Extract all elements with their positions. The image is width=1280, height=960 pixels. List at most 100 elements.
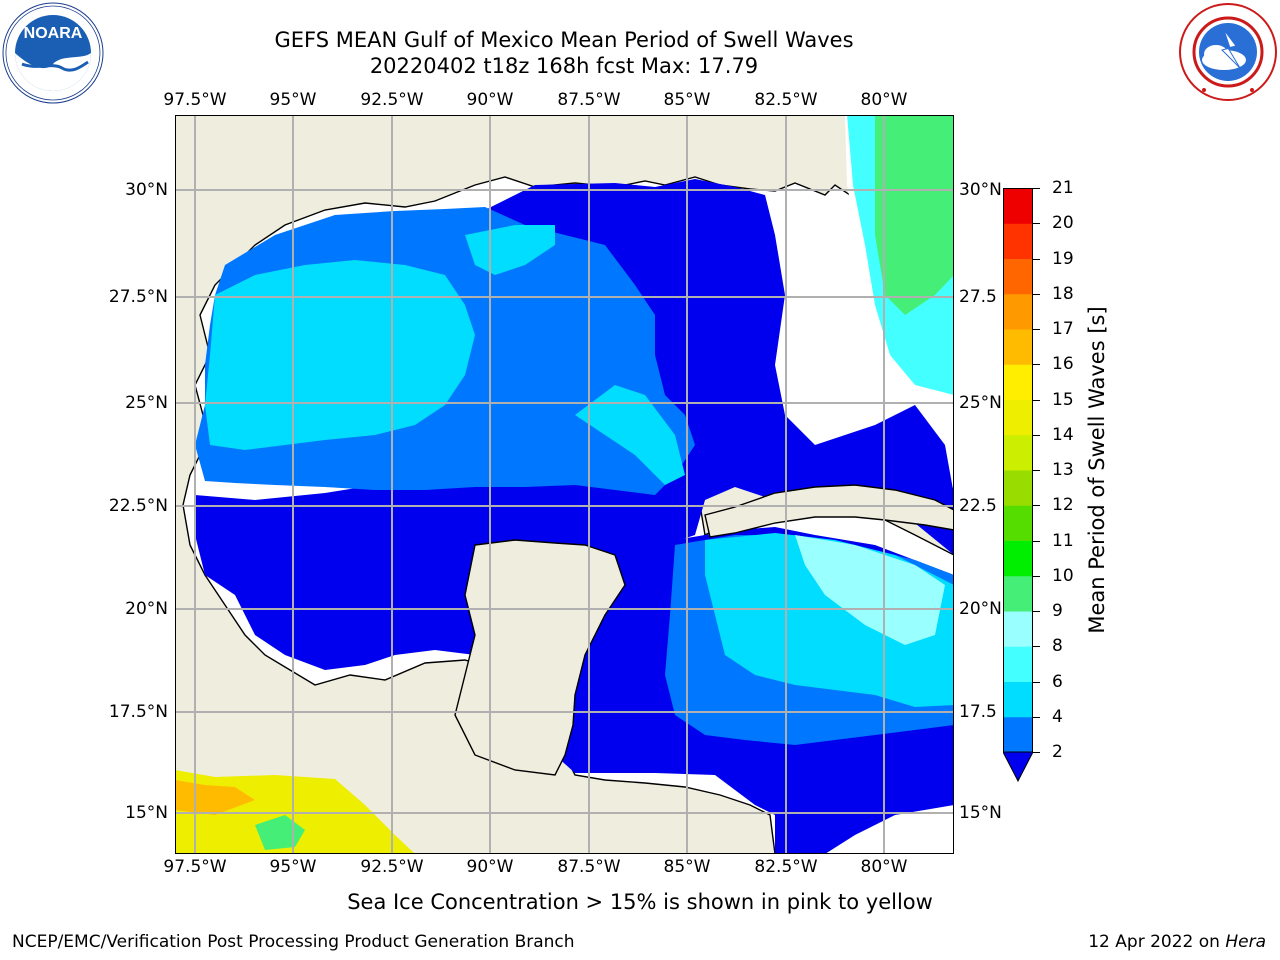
footer-host: Hera: [1225, 932, 1266, 952]
colorbar-tick-mark: [1033, 258, 1040, 260]
chart-subtitle: 20220402 t18z 168h fcst Max: 17.79: [369, 54, 759, 78]
lon-label: 87.5°W: [557, 90, 621, 110]
lon-label: 97.5°W: [163, 90, 227, 110]
colorbar-segment: [1003, 575, 1033, 612]
colorbar-tick-mark: [1033, 293, 1040, 295]
footer-date: 12 Apr 2022 on Hera: [1088, 932, 1266, 952]
lon-label: 82.5°W: [754, 857, 818, 877]
colorbar-segment: [1003, 258, 1033, 295]
lat-label: 17.5°N: [108, 702, 168, 722]
colorbar-tick-label: 6: [1052, 671, 1063, 692]
lon-label: 97.5°W: [163, 857, 227, 877]
colorbar-label: Mean Period of Swell Waves [s]: [1085, 306, 1109, 634]
swell-field-9-10: [875, 115, 954, 315]
colorbar-tick-label: 16: [1052, 354, 1074, 375]
colorbar-tick-mark: [1033, 646, 1040, 648]
colorbar-tick-mark: [1033, 716, 1040, 718]
nws-logo: [1178, 2, 1278, 102]
colorbar-tick-label: 15: [1052, 389, 1074, 410]
colorbar-segment: [1003, 646, 1033, 682]
colorbar-tick-mark: [1033, 540, 1040, 542]
colorbar-segment: [1003, 434, 1033, 471]
colorbar-tick-label: 10: [1052, 565, 1074, 586]
colorbar-segment: [1003, 223, 1033, 259]
lat-label: 17.5: [959, 702, 997, 722]
colorbar-ticks: 2 4 6 8 9 10 11 12 13 14 15 16 17 18 19 20 21: [1033, 178, 1100, 770]
colorbar-frame: [1003, 188, 1033, 753]
lat-label: 22.5: [959, 496, 997, 516]
colorbar-tick-label: 2: [1052, 742, 1063, 762]
swell-field-6-8: [575, 385, 685, 485]
lat-label: 20°N: [959, 599, 1002, 619]
noaa-logo-text: NOARA: [24, 25, 83, 42]
swell-field-8-9: [795, 535, 945, 645]
lon-label: 82.5°W: [754, 90, 818, 110]
lon-label: 80°W: [860, 857, 908, 877]
colorbar-svg: [1002, 188, 1034, 783]
lon-label: 87.5°W: [557, 857, 621, 877]
lon-label: 95°W: [269, 857, 317, 877]
lon-label: 80°W: [860, 90, 908, 110]
colorbar-segment: [1003, 505, 1033, 541]
colorbar-segment: [1003, 716, 1033, 753]
colorbar-segment: [1003, 540, 1033, 577]
lat-label: 27.5: [959, 287, 997, 307]
sea-ice-caption: Sea Ice Concentration > 15% is shown in …: [347, 890, 933, 914]
colorbar-segment: [1003, 399, 1033, 436]
colorbar-tick-label: 21: [1052, 178, 1074, 198]
colorbar-tick-label: 13: [1052, 460, 1074, 480]
yucatan-peninsula: [454, 539, 626, 776]
colorbar-tick-mark: [1033, 470, 1040, 471]
colorbar-tick-mark: [1033, 364, 1040, 366]
colorbar-segment: [1003, 364, 1033, 400]
colorbar-tick-mark: [1033, 575, 1040, 577]
colorbar-segment: [1003, 293, 1033, 330]
colorbar-tick-label: 8: [1052, 636, 1063, 657]
lon-label: 92.5°W: [360, 90, 424, 110]
colorbar-under-triangle: [1002, 751, 1034, 783]
colorbar-tick-mark: [1033, 505, 1040, 507]
lon-label: 92.5°W: [360, 857, 424, 877]
colorbar-tick-label: 4: [1052, 706, 1063, 727]
colorbar-tick-mark: [1033, 752, 1040, 753]
lon-label: 95°W: [269, 90, 317, 110]
noaa-logo: NOARA: [2, 2, 104, 104]
colorbar-segment: [1003, 681, 1033, 718]
lat-label: 30°N: [125, 180, 168, 200]
colorbar-tick-label: 11: [1052, 530, 1074, 551]
lat-label: 22.5°N: [108, 496, 168, 516]
lon-label: 90°W: [466, 857, 514, 877]
swell-field-6-8: [465, 225, 555, 275]
colorbar-segment: [1003, 329, 1033, 365]
footer-date-text: 12 Apr 2022 on: [1088, 932, 1226, 952]
colorbar-tick-label: 20: [1052, 213, 1074, 234]
colorbar-tick-mark: [1033, 329, 1040, 330]
lat-label: 15°N: [125, 803, 168, 823]
colorbar-tick-mark: [1033, 188, 1040, 189]
lon-label: 85°W: [663, 857, 711, 877]
map-panel: [175, 115, 954, 854]
colorbar-tick-label: 18: [1052, 283, 1074, 304]
colorbar-tick-mark: [1033, 434, 1040, 436]
lat-label: 25°N: [125, 393, 168, 413]
chart-title: GEFS MEAN Gulf of Mexico Mean Period of …: [274, 28, 854, 52]
lon-label: 85°W: [663, 90, 711, 110]
map-grid: [175, 115, 954, 854]
colorbar-tick-label: 19: [1052, 248, 1074, 269]
colorbar-tick-label: 9: [1052, 601, 1063, 621]
lat-label: 20°N: [125, 599, 168, 619]
colorbar-tick-label: 14: [1052, 424, 1074, 445]
lat-label: 25°N: [959, 393, 1002, 413]
colorbar-tick-label: 12: [1052, 495, 1074, 516]
colorbar-tick-mark: [1033, 681, 1040, 683]
colorbar: [1002, 188, 1034, 783]
colorbar-tick-mark: [1033, 611, 1040, 612]
colorbar-segment: [1003, 188, 1033, 224]
colorbar-segment: [1003, 611, 1033, 647]
lat-label: 27.5°N: [108, 287, 168, 307]
lon-label: 90°W: [466, 90, 514, 110]
colorbar-tick-label: 17: [1052, 319, 1074, 339]
colorbar-tick-mark: [1033, 399, 1040, 401]
colorbar-tick-mark: [1033, 223, 1040, 225]
colorbar-segment: [1003, 470, 1033, 506]
